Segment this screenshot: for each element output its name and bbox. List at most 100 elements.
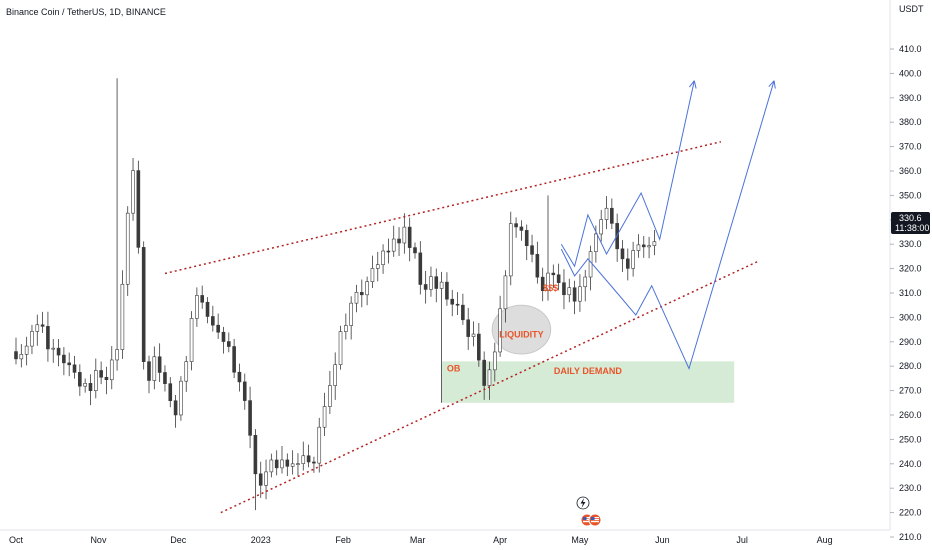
candle-body — [375, 264, 380, 269]
candle-body — [19, 354, 24, 360]
candle-body — [514, 223, 518, 228]
price-tick-label: 220.0 — [899, 508, 922, 518]
candle-body — [157, 356, 162, 373]
candle-body — [492, 351, 497, 371]
candle-body — [189, 318, 194, 362]
candle-body — [508, 223, 513, 277]
candle-body — [264, 471, 268, 486]
price-tick-label: 270.0 — [899, 386, 922, 396]
candle-body — [535, 254, 540, 278]
price-tick-label: 410.0 — [899, 44, 922, 54]
price-tick-label: 300.0 — [899, 312, 922, 322]
liquidity-label: LIQUIDITY — [499, 329, 544, 339]
candle-body — [163, 372, 167, 384]
projection-path-retest[interactable] — [560, 80, 775, 371]
daily-demand-label: DAILY DEMAND — [554, 366, 623, 376]
candle-body — [391, 238, 396, 252]
price-tick-label: 320.0 — [899, 264, 922, 274]
candle-body — [205, 301, 210, 317]
candle-body — [652, 241, 657, 246]
candle-body — [136, 170, 141, 248]
candle-body — [141, 247, 146, 362]
candle-body — [35, 324, 40, 332]
candle-body — [397, 238, 401, 244]
candle-body — [540, 276, 545, 291]
candle-body — [461, 304, 465, 321]
candle-body — [487, 369, 492, 386]
price-tick-label: 380.0 — [899, 117, 922, 127]
liquidity-zone[interactable] — [491, 304, 552, 355]
candle-body — [599, 219, 604, 235]
candle-body — [242, 381, 247, 401]
candle-body — [429, 276, 433, 290]
candle-body — [104, 376, 109, 381]
candle-body — [567, 287, 572, 296]
candle-body — [349, 302, 353, 326]
price-tick-label: 280.0 — [899, 361, 922, 371]
candle-body — [301, 455, 306, 464]
candle-body — [354, 292, 359, 304]
time-tick-label: Mar — [410, 535, 426, 545]
candle-body — [620, 248, 625, 260]
candle-body — [610, 207, 614, 224]
bar-countdown: 11:38:00 — [895, 223, 929, 233]
time-tick-label: Nov — [90, 535, 107, 545]
candle-body — [471, 333, 476, 337]
candle-body — [56, 347, 61, 356]
last-price-tag: 330.6 11:38:00 — [891, 212, 930, 234]
price-tick-label: 370.0 — [899, 142, 922, 152]
candle-body — [317, 426, 322, 464]
time-tick-label: Apr — [493, 535, 507, 545]
candle-body — [147, 361, 151, 381]
last-price-tag-bg — [891, 212, 930, 234]
last-price-value: 330.6 — [899, 213, 922, 223]
candle-body — [370, 268, 375, 282]
candle-body — [477, 333, 481, 361]
candle-body — [338, 331, 343, 366]
time-axis[interactable]: Oct Nov Dec 2023 Feb Mar Apr May Jun Jul Aug — [9, 535, 833, 545]
candle-body — [184, 361, 189, 382]
candle-body — [588, 251, 593, 278]
candle-body — [152, 356, 157, 381]
price-tick-label: 400.0 — [899, 68, 922, 78]
candle-body — [562, 282, 566, 296]
price-tick-label: 230.0 — [899, 483, 922, 493]
candle-body — [333, 364, 338, 386]
projection-path-bullish[interactable] — [560, 80, 695, 268]
candle-body — [285, 459, 290, 467]
candle-body — [269, 459, 274, 473]
candle-body — [312, 461, 316, 464]
candle-body — [232, 346, 236, 373]
candle-body — [482, 359, 486, 386]
candle-body — [556, 274, 561, 284]
candle-body — [168, 383, 173, 402]
upper-resistance-trendline[interactable] — [164, 140, 722, 275]
time-tick-label: Aug — [817, 535, 833, 545]
candle-body — [365, 281, 369, 296]
chart-area[interactable] — [0, 0, 890, 530]
candle-body — [30, 331, 34, 347]
candle-body — [258, 473, 263, 486]
price-tick-label: 330.0 — [899, 239, 922, 249]
candle-body — [46, 326, 50, 350]
candle-body — [306, 455, 311, 463]
price-tick-label: 250.0 — [899, 434, 922, 444]
earnings-event-icon[interactable] — [576, 496, 590, 510]
chart-title: Binance Coin / TetherUS, 1D, BINANCE — [6, 7, 166, 17]
candle-body — [604, 207, 609, 220]
candle-body — [572, 287, 577, 302]
us-flag-event-icon-2[interactable] — [588, 513, 602, 527]
time-tick-label: Jun — [655, 535, 670, 545]
price-tick-label: 360.0 — [899, 166, 922, 176]
candle-body — [386, 250, 391, 253]
candle-body — [200, 295, 204, 303]
time-tick-label: Dec — [170, 535, 187, 545]
candle-body — [641, 244, 646, 248]
candle-body — [173, 400, 178, 416]
price-axis[interactable]: 410.0400.0390.0380.0370.0360.0350.0340.0… — [890, 44, 922, 542]
lower-support-trendline[interactable] — [220, 260, 759, 514]
candle-body — [344, 325, 348, 332]
price-axis-unit: USDT — [899, 4, 924, 14]
candle-body — [211, 316, 215, 326]
